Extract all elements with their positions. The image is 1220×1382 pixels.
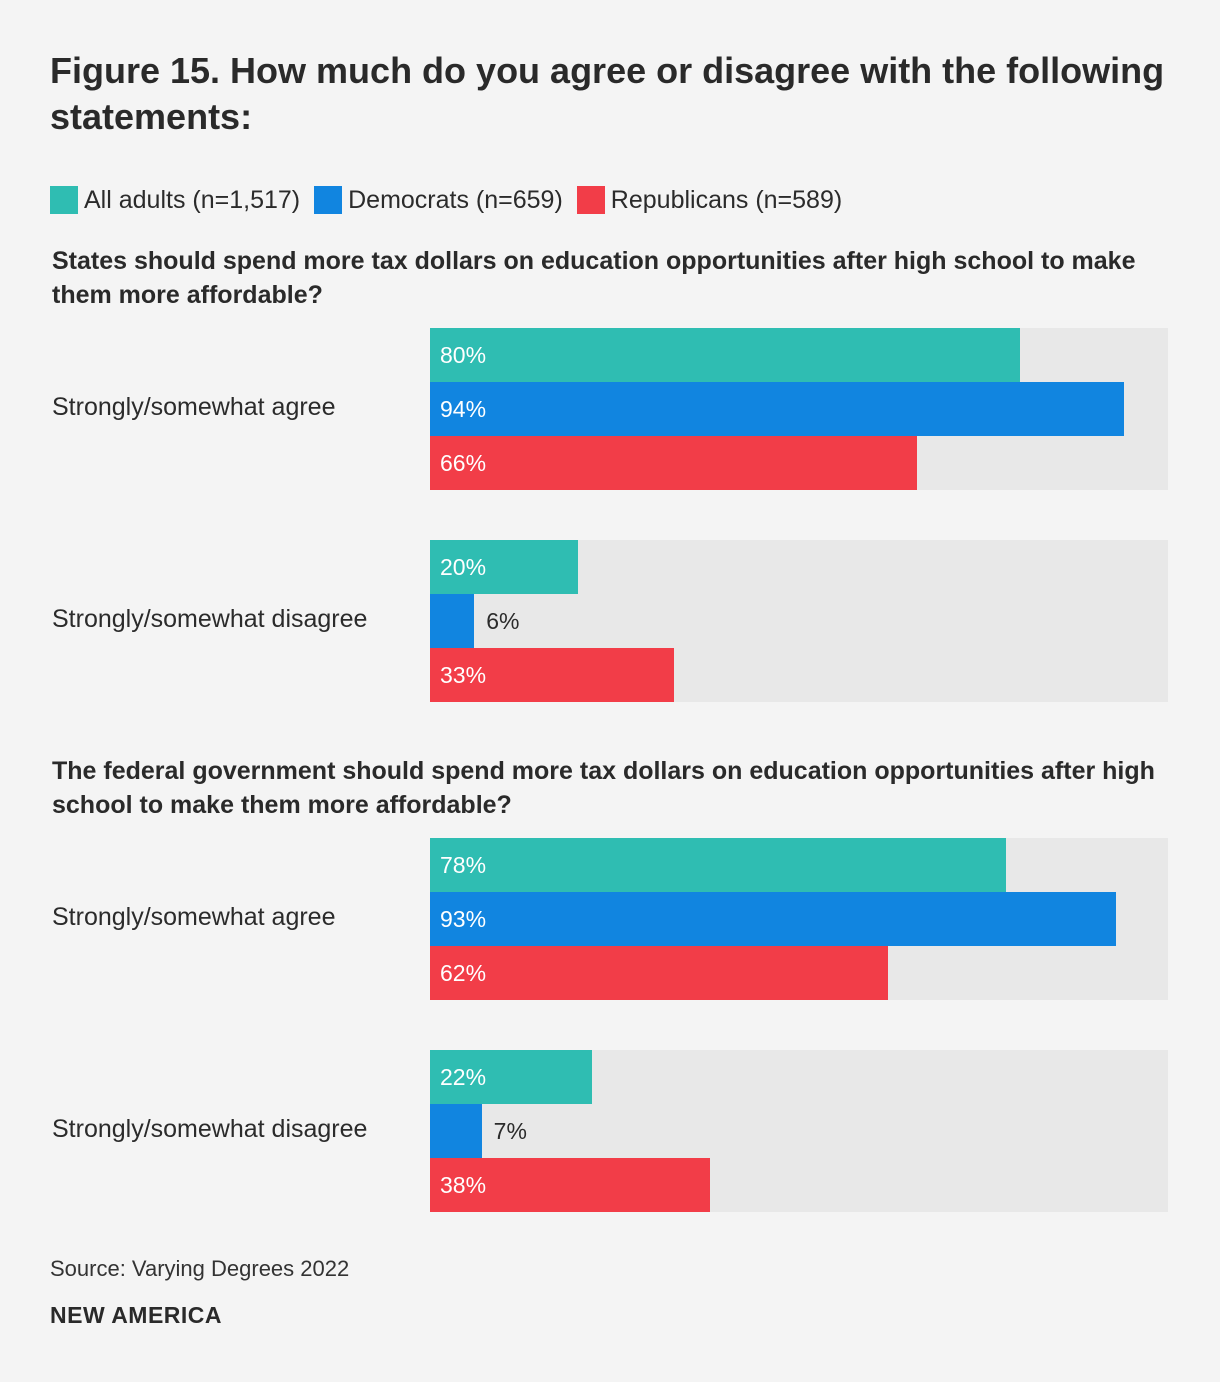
legend-swatch-democrats [314, 186, 343, 214]
data-label-q1-disagree-republicans: 33% [440, 662, 487, 688]
data-label-q1-agree-democrats: 94% [440, 396, 487, 422]
legend-swatch-republicans [576, 186, 605, 214]
data-label-q2-disagree-all-adults: 22% [440, 1064, 487, 1090]
data-label-q1-disagree-democrats: 6% [486, 608, 520, 634]
legend-swatch-all-adults [50, 186, 78, 214]
bar-q2-disagree-democrats [430, 1104, 482, 1158]
data-label-q2-agree-democrats: 93% [440, 906, 487, 932]
bar-q1-agree-all-adults [430, 328, 1021, 382]
chart-title: Figure 15. How much do you agree or disa… [50, 50, 1165, 137]
data-label-q2-agree-all-adults: 78% [440, 852, 487, 878]
source-note: Source: Varying Degrees 2022 [50, 1256, 350, 1281]
question-2: The federal government should spend more… [52, 757, 1155, 819]
bar-q2-agree-all-adults [430, 838, 1006, 892]
row-label-q1-disagree: Strongly/somewhat disagree [52, 605, 368, 633]
legend-label-all-adults: All adults (n=1,517) [84, 185, 301, 214]
bar-q1-disagree-republicans [430, 648, 674, 702]
row-label-q1-agree: Strongly/somewhat agree [52, 393, 336, 421]
bar-q1-agree-democrats [430, 382, 1124, 436]
data-label-q2-agree-republicans: 62% [440, 960, 487, 986]
bar-track-q1-disagree: 20% 6% 33% [430, 540, 1168, 702]
legend-label-republicans: Republicans (n=589) [610, 185, 843, 214]
legend-item-all-adults: All adults (n=1,517) [50, 186, 300, 215]
row-label-q2-disagree: Strongly/somewhat disagree [52, 1115, 368, 1143]
bar-q1-agree-republicans [430, 436, 918, 490]
bar-q2-agree-republicans [430, 946, 888, 1000]
data-label-q1-agree-republicans: 66% [440, 450, 487, 476]
bar-q1-disagree-all-adults [430, 540, 578, 594]
bar-q2-agree-democrats [430, 892, 1117, 946]
legend-label-democrats: Democrats (n=659) [348, 185, 563, 214]
data-label-q2-disagree-democrats: 7% [493, 1118, 527, 1144]
legend-item-democrats: Democrats (n=659) [314, 186, 563, 215]
bar-q2-disagree-republicans [430, 1158, 711, 1212]
bar-track-q2-disagree: 22% 7% 38% [430, 1050, 1168, 1212]
row-label-q2-agree: Strongly/somewhat agree [52, 903, 336, 931]
data-label-q1-agree-all-adults: 80% [440, 342, 487, 368]
bar-track-q2-agree: 78% 93% 62% [430, 838, 1168, 1000]
brand-logo-text: NEW AMERICA [50, 1302, 223, 1328]
bar-q1-disagree-democrats [430, 594, 475, 648]
question-1: States should spend more tax dollars on … [52, 247, 1136, 309]
data-label-q1-disagree-all-adults: 20% [440, 554, 487, 580]
legend: All adults (n=1,517) Democrats (n=659) R… [50, 182, 856, 218]
bar-q2-disagree-all-adults [430, 1050, 593, 1104]
bar-track-q1-agree: 80% 94% 66% [430, 328, 1168, 490]
data-label-q2-disagree-republicans: 38% [440, 1172, 487, 1198]
legend-item-republicans: Republicans (n=589) [576, 185, 843, 215]
